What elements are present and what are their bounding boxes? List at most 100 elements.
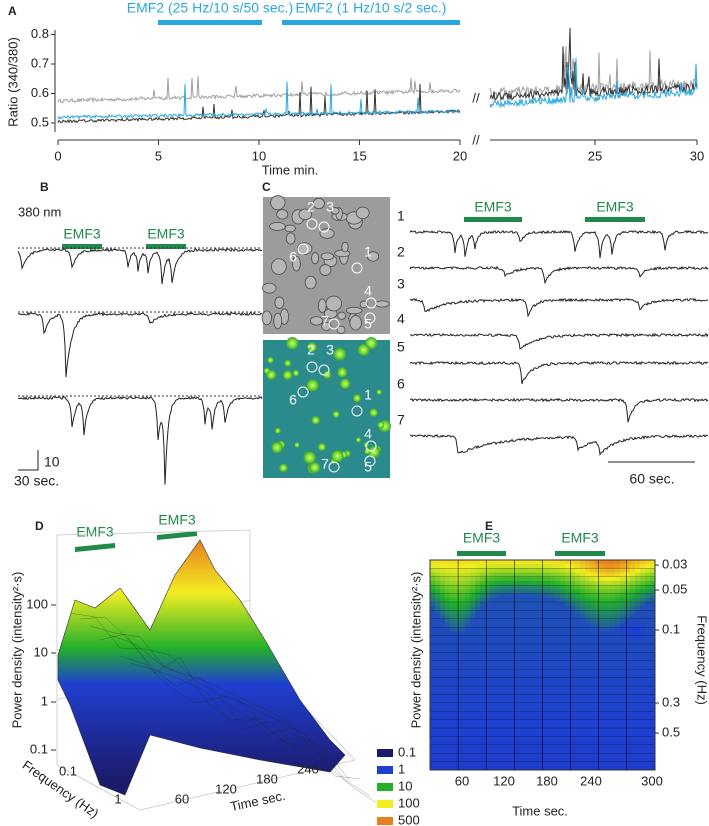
heatmap-cell: [550, 669, 556, 674]
heatmap-cell: [555, 673, 561, 679]
heatmap-cell: [440, 568, 446, 574]
cell: [292, 255, 301, 272]
heatmap-cell: [635, 648, 641, 653]
heatmap-cell: [515, 723, 521, 729]
heatmap-cell: [485, 723, 491, 729]
heatmap-cell: [540, 690, 546, 695]
heatmap-cell: [610, 715, 616, 721]
heatmap-cell: [480, 711, 486, 716]
cell: [267, 356, 274, 364]
heatmap-cell: [475, 707, 481, 712]
heatmap-cell: [525, 593, 531, 599]
cell-label: 5: [364, 316, 372, 332]
heatmap-cell: [540, 673, 546, 679]
heatmap-cell: [620, 576, 626, 582]
heatmap-cell: [580, 753, 586, 758]
heatmap-cell: [595, 681, 601, 687]
heatmap-cell: [520, 665, 526, 670]
heatmap-cell: [625, 736, 631, 742]
heatmap-cell: [530, 761, 536, 767]
heatmap-cell: [510, 694, 516, 700]
heatmap-cell: [520, 560, 526, 565]
heatmap-cell: [525, 723, 531, 729]
heatmap-cell: [500, 648, 506, 653]
heatmap-cell: [555, 560, 561, 565]
heatmap-cell: [580, 627, 586, 632]
heatmap-cell: [570, 639, 576, 645]
heatmap-cell: [515, 568, 521, 574]
heatmap-cell: [640, 715, 646, 721]
heatmap-cell: [460, 656, 466, 662]
y-tick-label: 0.1: [662, 621, 680, 636]
heatmap-cell: [540, 568, 546, 574]
heatmap-cell: [590, 581, 596, 586]
heatmap-cell: [620, 740, 626, 746]
heatmap-cell: [490, 707, 496, 712]
heatmap-cell: [530, 723, 536, 729]
heatmap-cell: [500, 694, 506, 700]
heatmap-cell: [480, 593, 486, 599]
heatmap-cell: [555, 669, 561, 674]
heatmap-cell: [445, 627, 451, 632]
heatmap-cell: [650, 602, 656, 607]
heatmap-cell: [590, 698, 596, 704]
heatmap-cell: [455, 576, 461, 582]
heatmap-cell: [565, 602, 571, 607]
heatmap-cell: [530, 593, 536, 599]
heatmap-cell: [475, 618, 481, 624]
heatmap-cell: [635, 765, 641, 771]
heatmap-cell: [440, 656, 446, 662]
heatmap-cell: [465, 681, 471, 687]
heatmap-cell: [650, 639, 656, 645]
heatmap-cell: [435, 744, 441, 750]
trace: [57, 81, 461, 120]
heatmap-cell: [460, 597, 466, 603]
heatmap-cell: [635, 623, 641, 628]
heatmap-cell: [570, 728, 576, 733]
trace-label: 7: [397, 412, 405, 428]
heatmap-cell: [480, 686, 486, 691]
heatmap-cell: [470, 639, 476, 645]
cell: [369, 408, 378, 417]
heatmap-cell: [625, 572, 631, 578]
heatmap-cell: [480, 635, 486, 641]
heatmap-cell: [490, 673, 496, 679]
heatmap-cell: [595, 623, 601, 628]
heatmap-cell: [520, 593, 526, 599]
heatmap-cell: [465, 639, 471, 645]
heatmap-cell: [470, 644, 476, 649]
heatmap-cell: [495, 711, 501, 716]
cell: [276, 209, 289, 220]
heatmap-cell: [520, 618, 526, 624]
heatmap-cell: [575, 681, 581, 687]
heatmap-cell: [650, 564, 656, 569]
cell: [318, 298, 327, 313]
trace-label: 3: [397, 276, 405, 292]
heatmap-cell: [430, 606, 436, 611]
heatmap-cell: [645, 564, 651, 569]
heatmap-cell: [455, 564, 461, 569]
heatmap-cell: [555, 606, 561, 611]
heatmap-cell: [455, 644, 461, 649]
heatmap-cell: [600, 593, 606, 599]
heatmap-cell: [470, 732, 476, 737]
heatmap-cell: [540, 560, 546, 565]
heatmap-cell: [440, 690, 446, 695]
heatmap-cell: [510, 639, 516, 645]
heatmap-cell: [625, 618, 631, 624]
heatmap-cell: [480, 606, 486, 611]
heatmap-cell: [475, 614, 481, 620]
heatmap-cell: [455, 694, 461, 700]
heatmap-cell: [600, 669, 606, 674]
cell: [271, 258, 287, 275]
cell: [285, 232, 296, 245]
heatmap-cell: [605, 593, 611, 599]
heatmap-cell: [540, 677, 546, 683]
heatmap-cell: [455, 728, 461, 733]
heatmap-cell: [505, 627, 511, 632]
heatmap-cell: [590, 627, 596, 632]
heatmap-cell: [545, 732, 551, 737]
heatmap-cell: [615, 623, 621, 628]
heatmap-cell: [435, 690, 441, 695]
cell: [270, 195, 286, 211]
